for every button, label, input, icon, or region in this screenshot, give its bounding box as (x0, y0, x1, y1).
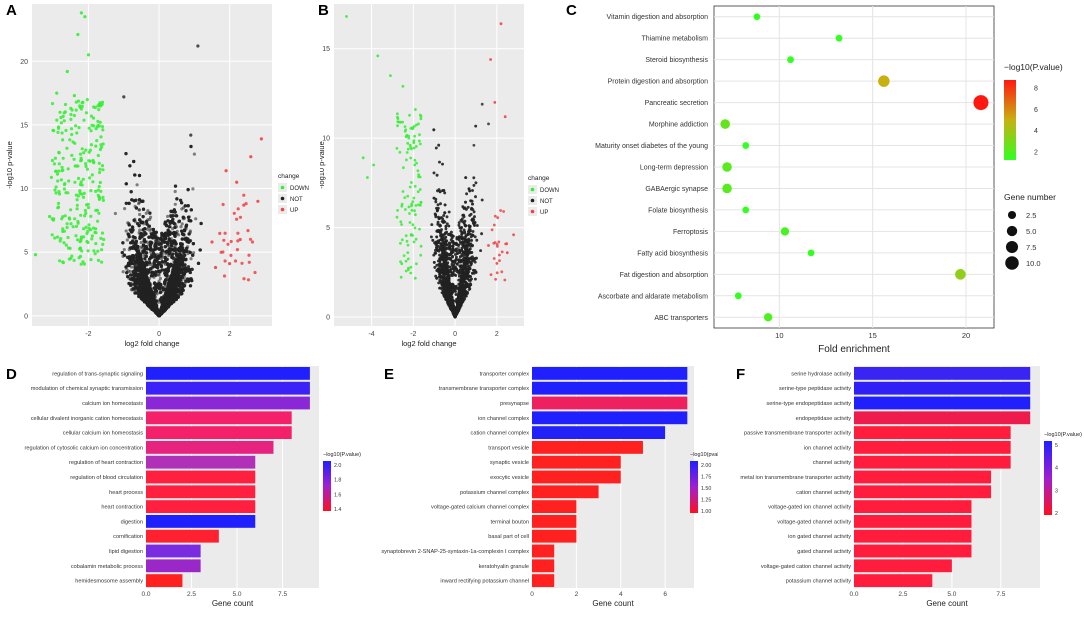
not-point (147, 228, 151, 232)
not-point (113, 211, 117, 216)
panel-label-f: F (736, 366, 746, 383)
panel-label-a: A (6, 2, 17, 19)
data-points (33, 11, 263, 318)
panel-label-e: E (384, 366, 395, 383)
not-point (189, 257, 193, 261)
not-point (149, 215, 153, 219)
not-point (135, 183, 139, 187)
not-point (186, 265, 190, 269)
not-point (180, 207, 184, 211)
not-point (122, 248, 126, 252)
not-point (159, 257, 164, 261)
not-point (180, 222, 184, 226)
not-point (166, 214, 170, 218)
not-point (179, 225, 183, 229)
plot-panel (32, 4, 272, 326)
not-point (139, 240, 143, 245)
not-point (124, 229, 128, 233)
not-point (191, 187, 195, 191)
not-point (137, 208, 141, 212)
not-point (163, 262, 167, 266)
not-point (128, 269, 132, 274)
panel-label-b: B (318, 2, 329, 19)
not-point (121, 270, 125, 274)
panel-label-d: D (6, 366, 17, 383)
not-point (130, 265, 134, 269)
not-point (176, 233, 181, 237)
not-point (163, 285, 167, 289)
not-point (138, 228, 142, 232)
not-point (123, 207, 127, 211)
not-point (157, 273, 161, 277)
not-point (158, 276, 162, 281)
not-point (194, 217, 198, 221)
not-point (146, 209, 150, 213)
not-point (144, 211, 148, 215)
panel-label-c: C (566, 2, 577, 19)
not-point (192, 152, 196, 156)
not-point (173, 202, 177, 206)
not-point (188, 229, 192, 233)
not-point (192, 251, 196, 255)
not-point (138, 212, 142, 217)
not-point (125, 238, 129, 242)
not-point (173, 189, 177, 194)
